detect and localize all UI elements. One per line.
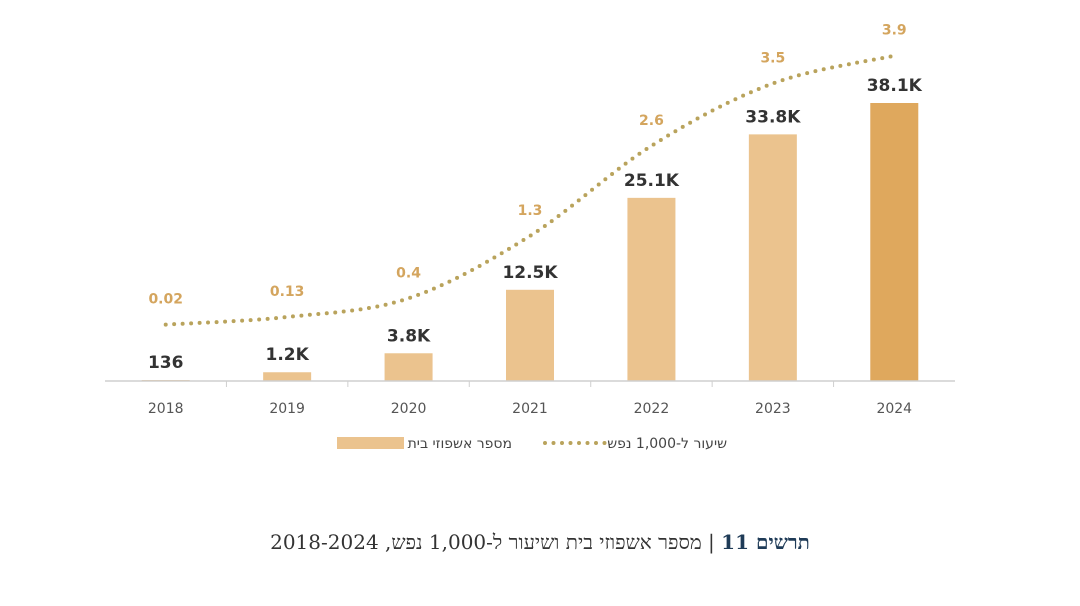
figure-caption: תרשים 11 | מספר אשפוזי בית ושיעור ל-1,00… <box>0 530 1080 555</box>
bar-2023 <box>748 134 797 381</box>
bar-value-label-2020: 3.8K <box>387 326 431 346</box>
caption-separator: | <box>708 530 715 554</box>
rate-line <box>163 53 897 327</box>
legend-item-line: שיעור ל-1,000 נפש <box>543 436 727 452</box>
rate-value-label-2021: 1.3 <box>518 203 543 219</box>
legend-bar-label: מספר אשפוזי בית <box>408 436 512 452</box>
rate-value-label-2018: 0.02 <box>148 292 183 308</box>
x-tick-label-2023: 2023 <box>755 401 791 417</box>
legend: שיעור ל-1,000 נפש מספר אשפוזי בית <box>337 436 727 452</box>
x-axis-ticks: 2018 2019 2020 2021 2022 2023 2024 <box>148 381 912 417</box>
bar-value-label-2024: 38.1K <box>867 76 923 96</box>
rate-value-label-2024: 3.9 <box>882 23 907 39</box>
bar-value-label-2021: 12.5K <box>502 263 558 283</box>
labels-layer: 136 0.02 1.2K 0.13 3.8K 0.4 12.5K 1.3 25.1K 2.6 33… <box>148 23 923 373</box>
bar-2022 <box>627 197 676 381</box>
rate-value-label-2019: 0.13 <box>270 284 305 300</box>
x-tick-label-2019: 2019 <box>269 401 305 417</box>
bar-2019 <box>263 372 312 381</box>
caption-text: מספר אשפוזי בית ושיעור ל-1,000 נפש, 2018… <box>270 530 702 554</box>
rate-value-label-2020: 0.4 <box>396 265 421 281</box>
bar-value-label-2023: 33.8K <box>745 107 801 127</box>
legend-line-label: שיעור ל-1,000 נפש <box>607 436 727 452</box>
rate-value-label-2022: 2.6 <box>639 113 664 129</box>
bar-2020 <box>384 353 433 381</box>
x-tick-label-2024: 2024 <box>876 401 912 417</box>
bar-value-label-2019: 1.2K <box>265 345 309 365</box>
figure-label: תרשים 11 <box>721 530 810 554</box>
bars-layer <box>141 103 919 381</box>
bar-value-label-2018: 136 <box>148 353 184 373</box>
bar-value-label-2022: 25.1K <box>624 171 680 191</box>
x-tick-label-2018: 2018 <box>148 401 184 417</box>
rate-value-label-2023: 3.5 <box>760 50 785 66</box>
x-tick-label-2021: 2021 <box>512 401 548 417</box>
bar-2021 <box>506 289 554 381</box>
legend-bar-swatch <box>337 437 404 449</box>
x-tick-label-2020: 2020 <box>391 401 427 417</box>
legend-item-bar: מספר אשפוזי בית <box>337 436 512 452</box>
x-tick-label-2022: 2022 <box>634 401 670 417</box>
bar-2024 <box>870 103 919 381</box>
